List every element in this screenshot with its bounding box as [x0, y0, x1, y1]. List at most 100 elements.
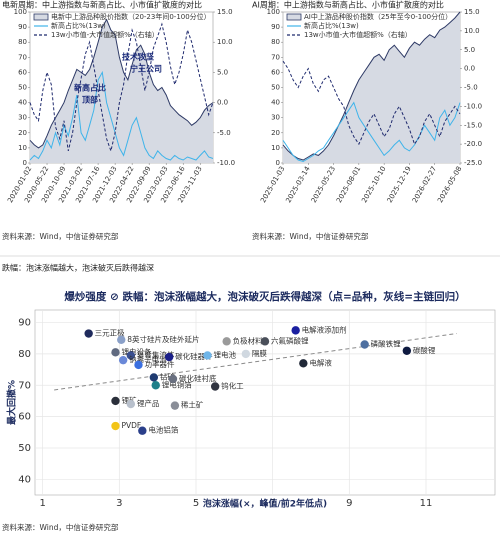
y-tick-label: 20 [271, 129, 280, 137]
y-tick-label: 50 [271, 84, 280, 92]
point-label: 三元正极 [95, 328, 125, 338]
point-label: 稀土矿 [181, 400, 204, 410]
y-tick-label: 90 [18, 23, 27, 31]
y-tick-label: 100 [267, 8, 280, 16]
point-label: 电池铝箔 [148, 425, 178, 435]
y2-tick-label: -5.0 [217, 129, 231, 137]
point [241, 349, 251, 359]
y-axis-label: 最大回撤% [6, 380, 18, 425]
legend-label: 新高占比%(13w) [51, 21, 106, 30]
point-label: 锂电铜箔 [162, 379, 192, 389]
line [29, 70, 214, 161]
y-tick-label: 0 [276, 159, 280, 167]
legend-swatch [286, 13, 302, 21]
point-label: 碳化硅衬底 [179, 373, 217, 383]
panel-heading: 跌幅：泡沫涨幅越大，泡沫破灭后跌得越深 [2, 263, 154, 273]
point-label: 碳化硅器件 [175, 351, 213, 361]
y-tick-label: 80 [271, 38, 280, 46]
point-label: 锂矿 [122, 395, 137, 405]
point [134, 360, 143, 370]
y-tick-label: 80 [18, 38, 27, 46]
line [282, 101, 461, 163]
y-tick-label: 40 [271, 99, 280, 107]
point [260, 337, 270, 346]
chart: 0 10 20 30 40 50 60 70 80 90 100 -25.0 -20.0 -15.0 -10… [259, 8, 482, 204]
point-label: 钨化工 [221, 381, 244, 391]
point-label: 功率器件 [145, 359, 175, 369]
x-tick-label: 9 [346, 498, 352, 509]
x-tick-label: 7 [269, 498, 275, 509]
y2-tick-label: 15.0 [464, 8, 480, 16]
area [283, 12, 460, 163]
point-label: 碳酸锂 [413, 345, 436, 355]
point [170, 401, 180, 410]
point [222, 337, 231, 346]
y-tick-label: 40 [18, 99, 27, 107]
chart: 爆炒强度 ⊘ 跌幅：泡沫涨幅越大，泡沫破灭后跌得越深（点=品种，灰线=主链回归）… [6, 290, 496, 510]
annotation: 技术攻坚 [122, 52, 154, 62]
legend-label: AI中上游品种股价指数（25年至今0-100分位） [304, 12, 452, 21]
x-tick-label: 2025-01-03 [259, 165, 286, 204]
legend-label: 13w小市值-大市值超额%（右轴） [304, 30, 412, 39]
y2-tick-label: 5.0 [464, 46, 475, 54]
point-label: 六氟磷酸锂 [271, 335, 309, 345]
legend-label: 电新中上游品种股价指数（20-23年间0-100分位） [51, 12, 211, 21]
annotation: 宁王公司 [130, 64, 162, 74]
point-label: PVDF [122, 421, 142, 430]
y-tick-label: 60 [18, 412, 31, 423]
point [111, 396, 120, 406]
y-tick-label: 50 [18, 443, 31, 454]
point [126, 399, 136, 409]
point [151, 381, 160, 390]
y-tick-label: 100 [14, 8, 27, 16]
point-label: 负极材料 [233, 335, 263, 345]
y2-tick-label: 10.0 [464, 27, 480, 35]
point [168, 374, 178, 384]
y-tick-label: 60 [18, 68, 27, 76]
point [291, 326, 300, 335]
line [282, 60, 461, 146]
y-tick-label: 80 [18, 349, 31, 360]
y-tick-label: 20 [18, 129, 27, 137]
annotation: 顶部 [82, 95, 98, 105]
y-tick-label: 0 [23, 159, 27, 167]
x-tick-label: 2025-08-01 [335, 165, 362, 204]
point-label: 磷酸铁锂 [371, 338, 401, 348]
y2-tick-label: 5.0 [217, 68, 228, 76]
point [164, 352, 174, 362]
point-label: 8英寸硅片及硅外延片 [127, 334, 199, 344]
x-tick-label: 1 [39, 498, 45, 509]
panel-heading: 电新周期：中上游指数与新高占比、小市值扩散度的对比 [2, 0, 202, 10]
y-tick-label: 10 [271, 144, 280, 152]
x-axis-label: 泡沫涨幅(×，峰值/前2年低点) [203, 498, 327, 510]
point-label: 锂电池 [214, 349, 237, 359]
point [402, 346, 412, 355]
x-tick-label: 11 [420, 498, 433, 509]
x-tick-label: 2026-05-08 [436, 165, 463, 204]
x-tick-label: 2025-12-19 [386, 165, 413, 204]
x-tick-label: 2025-03-14 [284, 165, 312, 205]
source: 资料来源：Wind，中信证券研究部 [2, 522, 119, 532]
y2-tick-label: -5.0 [464, 84, 478, 92]
point [111, 348, 120, 357]
point [299, 359, 308, 368]
y2-tick-label: -10.0 [217, 159, 235, 167]
y2-tick-label: 0.0 [464, 65, 475, 73]
line [29, 22, 214, 153]
point-label: 钠离子电池 [129, 354, 167, 364]
point [360, 340, 369, 349]
point [138, 426, 147, 435]
source: 资料来源：Wind，中信证券研究部 [2, 231, 119, 241]
panel-heading: AI周期：中上游指数与新高占比、小市值扩散度的对比 [252, 0, 444, 10]
x-tick-label: 5 [193, 498, 199, 509]
point [117, 335, 126, 344]
x-tick-label: 2025-10-10 [360, 165, 387, 204]
annotation: 新高占比 [74, 83, 106, 93]
y2-tick-label: -10.0 [464, 102, 482, 110]
y-tick-label: 50 [18, 84, 27, 92]
source: 资料来源：Wind，中信证券研究部 [252, 231, 369, 241]
legend-label: 新高占比%(13w) [304, 21, 359, 30]
y2-tick-label: 15.0 [217, 8, 233, 16]
y2-tick-label: -15.0 [464, 121, 482, 129]
y-tick-label: 70 [271, 53, 280, 61]
